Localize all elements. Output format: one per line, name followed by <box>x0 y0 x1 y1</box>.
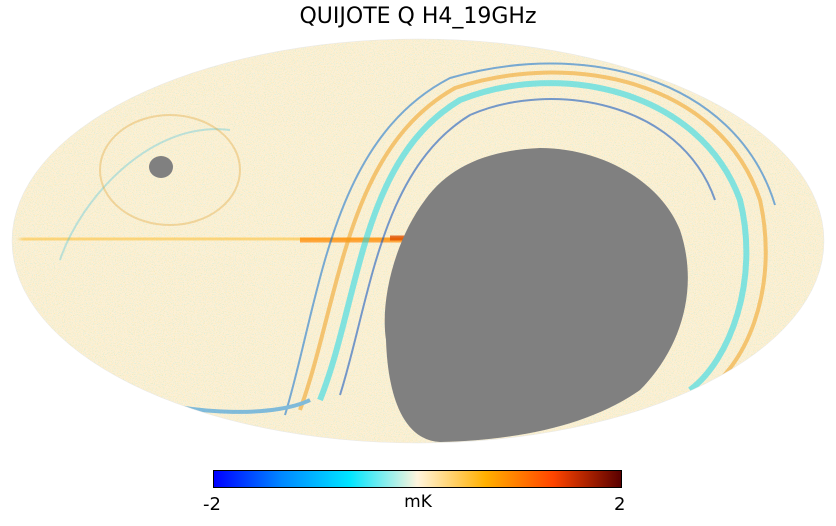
colorbar <box>213 470 622 488</box>
scan-arcs <box>59 62 776 416</box>
colorbar-max-label: 2 <box>614 494 626 515</box>
ring-structure <box>99 114 241 226</box>
colorbar-unit-label: mK <box>404 492 432 512</box>
mask-region-large <box>384 148 688 442</box>
map-title: QUIJOTE Q H4_19GHz <box>299 4 537 29</box>
mask-region-small <box>149 156 173 178</box>
colorbar-min-label: -2 <box>203 494 221 515</box>
map-outline <box>11 38 825 444</box>
